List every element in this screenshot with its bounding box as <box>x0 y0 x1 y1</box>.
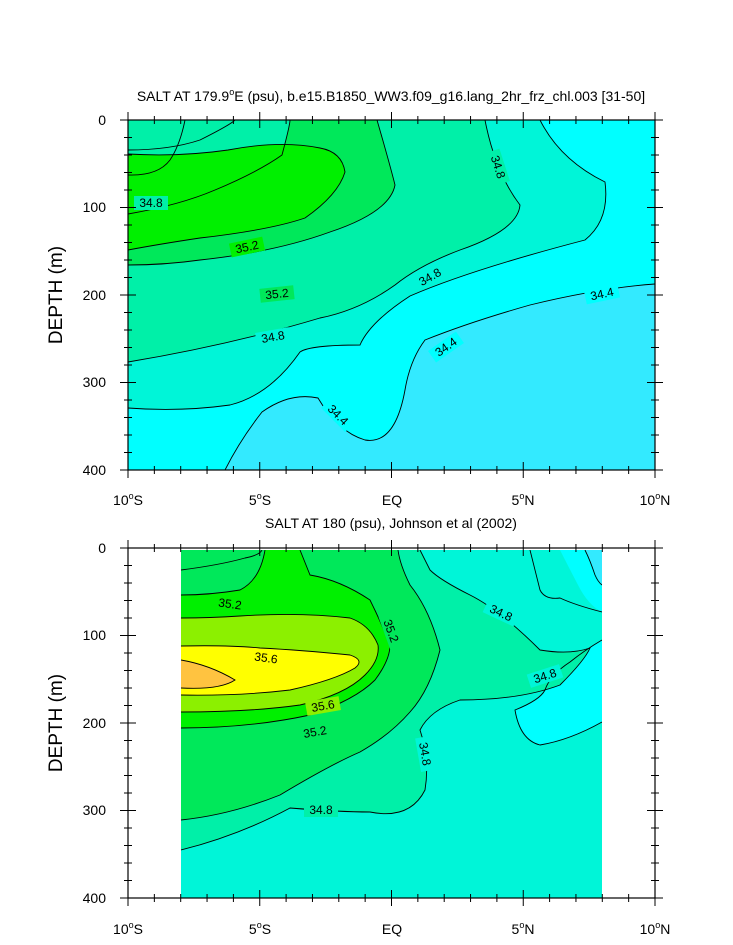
y-tick-label: 0 <box>98 540 106 556</box>
y-tick-label: 200 <box>83 287 107 303</box>
fill-34.4-34.6 <box>530 550 602 612</box>
panel-bottom: SALT AT 180 (psu), Johnson et al (2002) <box>46 515 670 937</box>
contour-label: 34.8 <box>488 154 509 181</box>
x-tick-label: 5oS <box>249 920 271 937</box>
x-tick-label: 5oN <box>512 491 535 508</box>
y-tick-label: 0 <box>98 112 106 128</box>
panel-top-title: SALT AT 179.9oE (psu), b.e15.B1850_WW3.f… <box>137 87 645 104</box>
x-tick-label: 5oS <box>249 491 271 508</box>
y-tick-label: 400 <box>83 462 107 478</box>
y-tick-label: 300 <box>83 802 107 818</box>
panel-top-contours: 34.8 35.2 35.2 34.8 34.8 34.8 34.4 34.4 … <box>128 120 655 470</box>
contour-label: 34.8 <box>532 666 559 687</box>
x-tick-label: 10oS <box>113 491 143 508</box>
x-tick-label: 10oN <box>640 920 671 937</box>
panel-top-contour-lines <box>128 120 655 470</box>
panel-bottom-title: SALT AT 180 (psu), Johnson et al (2002) <box>265 515 517 531</box>
contour-label: 34.8 <box>416 741 434 767</box>
contour-label: 34.4 <box>589 285 615 304</box>
y-tick-label: 100 <box>83 627 107 643</box>
contour-label: 35.6 <box>310 697 336 715</box>
contour-label: 34.8 <box>260 328 286 346</box>
contour-label: 35.6 <box>253 649 278 666</box>
panel-bottom-ylabel: DEPTH (m) <box>46 674 67 772</box>
x-tick-label: EQ <box>382 921 402 937</box>
x-tick-label: 5oN <box>512 920 535 937</box>
y-tick-label: 300 <box>83 374 107 390</box>
contour-label: 34.8 <box>139 196 163 210</box>
fill-34.2-34.4 <box>585 550 602 585</box>
fill-35.8-36.0 <box>181 660 235 689</box>
contour-label: 35.2 <box>265 286 290 302</box>
contour-label: 34.8 <box>309 803 333 817</box>
contour-label: 35.2 <box>302 723 328 741</box>
fill-35.2-35.4 <box>128 144 345 250</box>
panel-bottom-ticks <box>120 540 663 906</box>
panel-top-ticks <box>120 112 663 478</box>
contour-label: 35.2 <box>217 595 242 612</box>
y-tick-label: 100 <box>83 199 107 215</box>
y-tick-label: 400 <box>83 890 107 906</box>
x-tick-label: 10oS <box>113 920 143 937</box>
panel-bottom-contours: 35.2 35.6 35.6 35.2 35.2 34.8 34.8 34.8 … <box>181 550 602 898</box>
y-tick-label: 200 <box>83 715 107 731</box>
panel-top: SALT AT 179.9oE (psu), b.e15.B1850_WW3.f… <box>46 87 670 508</box>
fill-34.6-34.8 <box>515 640 602 745</box>
panel-top-ylabel: DEPTH (m) <box>46 246 67 344</box>
x-tick-label: 10oN <box>640 491 671 508</box>
contour-label: 35.2 <box>234 238 260 257</box>
x-tick-label: EQ <box>382 492 402 508</box>
